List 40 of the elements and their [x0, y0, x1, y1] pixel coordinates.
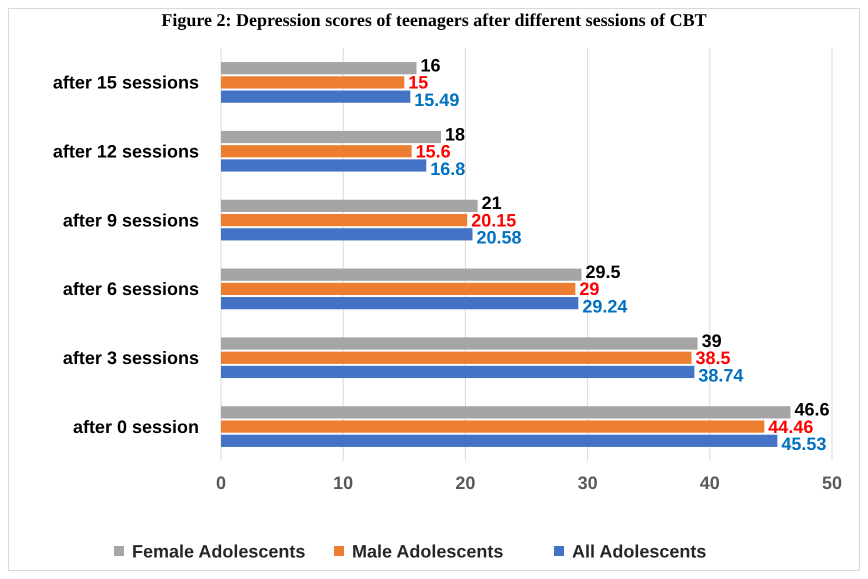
x-tick-label: 40 [700, 473, 720, 493]
bar [221, 282, 576, 296]
bar [221, 159, 426, 172]
y-tick-label: after 6 sessions [62, 279, 199, 300]
legend-label: Female Adolescents [132, 541, 306, 562]
data-label: 29.5 [585, 262, 621, 282]
bar [221, 62, 417, 74]
bar [221, 76, 404, 89]
x-tick-label: 50 [822, 473, 842, 493]
data-label: 39 [702, 330, 722, 351]
data-label: 45.53 [781, 434, 826, 454]
x-tick-label: 20 [455, 473, 476, 493]
chart-title: Figure 2: Depression scores of teenagers after different sessions of CBT [161, 10, 707, 30]
y-tick-label: after 9 sessions [62, 210, 199, 230]
bar [221, 337, 698, 350]
data-label: 20.58 [476, 228, 522, 248]
bar [221, 145, 412, 158]
y-tick-label: after 15 sessions [52, 72, 199, 93]
y-tick-label: after 0 session [72, 416, 199, 437]
bar [221, 366, 694, 378]
bar [221, 434, 778, 447]
bar [221, 406, 790, 418]
data-label: 16 [420, 55, 441, 76]
bar [221, 297, 578, 310]
y-tick-label: after 3 sessions [62, 348, 199, 368]
x-tick-label: 0 [216, 473, 226, 493]
bar [221, 130, 441, 144]
bar [221, 352, 692, 364]
y-tick-label: after 12 sessions [52, 142, 199, 162]
x-tick-label: 30 [578, 473, 598, 493]
bar [221, 214, 468, 226]
legend-label: Male Adolescents [352, 541, 504, 562]
bar [221, 200, 478, 212]
data-label: 18 [444, 124, 465, 144]
legend-label: All Adolescents [572, 541, 706, 562]
bar [221, 90, 410, 103]
bar [221, 268, 582, 281]
bar [221, 420, 764, 433]
bar [221, 228, 472, 240]
x-tick-label: 10 [333, 473, 354, 493]
